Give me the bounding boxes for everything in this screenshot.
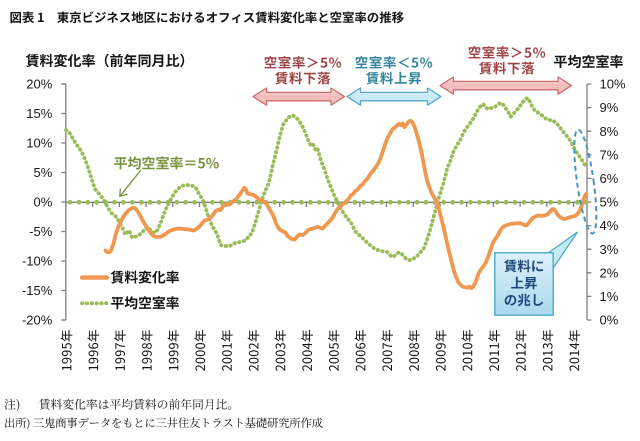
svg-text:-15%: -15%	[22, 283, 53, 298]
svg-text:4%: 4%	[600, 218, 619, 233]
svg-text:15%: 15%	[26, 106, 52, 121]
svg-text:-10%: -10%	[22, 254, 53, 269]
svg-text:20%: 20%	[26, 77, 52, 92]
svg-text:-5%: -5%	[29, 224, 53, 239]
svg-text:3%: 3%	[600, 242, 619, 257]
svg-text:0%: 0%	[600, 313, 619, 328]
svg-text:5%: 5%	[600, 195, 619, 210]
svg-text:2%: 2%	[600, 265, 619, 280]
svg-text:7%: 7%	[600, 147, 619, 162]
svg-text:5%: 5%	[34, 165, 53, 180]
svg-text:10%: 10%	[600, 77, 626, 92]
svg-text:6%: 6%	[600, 171, 619, 186]
svg-text:1%: 1%	[600, 289, 619, 304]
svg-text:8%: 8%	[600, 124, 619, 139]
svg-text:0%: 0%	[34, 195, 53, 210]
svg-text:-20%: -20%	[22, 313, 53, 328]
svg-text:9%: 9%	[600, 100, 619, 115]
svg-text:10%: 10%	[26, 136, 52, 151]
